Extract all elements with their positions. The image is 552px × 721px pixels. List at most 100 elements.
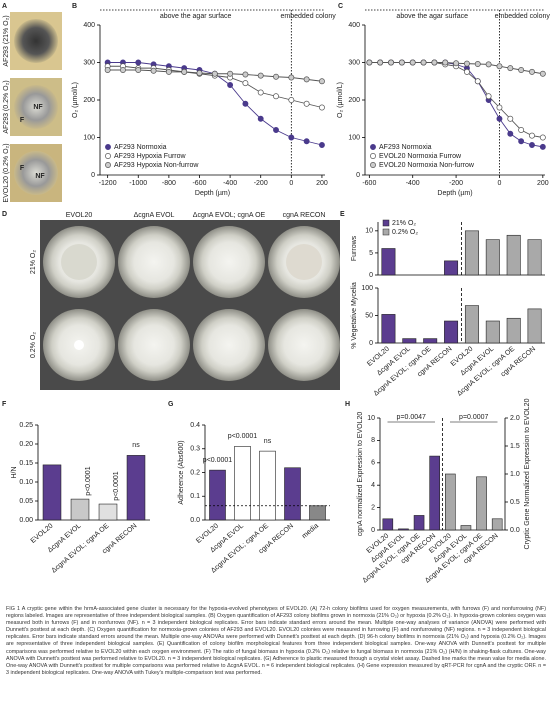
y-tick-label: 1.5 [510,443,520,450]
x-tick-label: -400 [223,180,237,187]
bar [381,314,396,344]
point [518,127,525,133]
y-tick-label: 50 [365,312,373,319]
y-tick-label: 0.0 [510,527,520,534]
point [442,59,449,66]
x-tick-label: media [301,523,320,541]
point [539,70,546,77]
point [288,97,295,103]
point [507,65,514,72]
point [120,67,126,73]
y-tick-label: 2.0 [510,415,520,422]
annotation: p=0.0007 [459,414,488,421]
legend-label: EVOL20 Normoxia Furrow [379,153,462,160]
y-tick-label: 0 [91,172,95,179]
annotation: above the agar surface [396,13,468,20]
legend-marker [105,162,111,168]
legend-marker [370,162,376,168]
panel-d-photos [40,220,340,390]
point [529,68,535,75]
bar [485,320,500,344]
y-axis-label: % Vegetative Mycelia [351,282,358,349]
y-tick-label: 0.1 [190,493,200,500]
legend-label: AF293 Hypoxia Non-furrow [114,162,199,169]
point [474,61,481,67]
series-line [369,62,543,148]
y-tick-label: 0.10 [19,479,33,486]
bar [402,338,417,344]
x-tick-label: -1000 [129,180,147,187]
x-tick-label: -400 [406,180,420,187]
point [135,67,142,73]
legend-marker [370,153,376,159]
panel-letter: E [340,211,345,218]
point [318,78,325,85]
y-axis-label: H/N [11,466,18,478]
y-tick-label: 400 [348,22,360,29]
y-tick-label: 300 [348,59,360,66]
bar [42,464,62,521]
x-tick-label: -600 [192,180,206,187]
point [242,100,249,107]
y-tick-label: 0.0 [190,517,200,524]
point [496,115,503,122]
legend-marker [105,153,111,159]
legend-swatch [382,219,390,227]
panel-letter: H [345,401,350,408]
column-label: cgnA RECON [283,212,326,219]
point [507,130,514,137]
legend-swatch [382,228,390,236]
x-tick-label: 0 [289,180,293,187]
bar [460,525,472,531]
y-tick-label: 300 [83,59,95,66]
y-axis-label: cgnA normalized Expression to EVOL20 [357,412,364,537]
column-label: ΔcgnA EVOL [134,212,175,219]
bar [381,248,396,276]
y-axis-label: Furrows [351,235,358,261]
point [496,104,503,111]
y-tick-label: 0.00 [19,517,33,524]
y-tick-label: 10 [365,228,373,235]
legend-label: 0.2% O₂ [392,229,418,236]
y-tick-label: 100 [348,134,360,141]
bar [234,446,251,521]
figure: A B C D E F G H AF293 (21% O₂) AF293 (0.2% O₂) EVO… [2,3,550,585]
bar [444,260,459,276]
y-tick-label: 200 [83,97,95,104]
photo-mark: NF [33,104,43,111]
bar-label: p<0.0001 [113,471,120,500]
point [288,134,295,141]
point [518,138,525,145]
point [196,70,203,76]
row-label: 0.2% O₂ [30,332,37,358]
y-tick-label: 0.05 [19,498,33,505]
point [496,63,503,70]
y-tick-label: 10 [367,415,375,422]
y-tick-label: 0.4 [190,422,200,429]
annotation: embedded colony [281,13,337,20]
x-tick-label: -200 [449,180,463,187]
x-tick-label: -600 [362,180,376,187]
point [211,70,218,77]
y-axis-label: O₂ (µmol/L) [337,82,344,118]
y-tick-label: 1.0 [510,471,520,478]
bar [506,234,521,276]
point [257,89,264,96]
bar-label: ns [132,442,140,449]
point [257,72,264,79]
x-tick-label: 0 [498,180,502,187]
y-tick-label: 0.3 [190,446,200,453]
point [104,67,111,73]
y-tick-label: 0.20 [19,441,33,448]
y-axis-label: O₂ (µmol/L) [72,82,79,118]
bar [398,528,409,531]
point [463,60,470,67]
point [474,78,481,85]
bar-label: p<0.0001 [228,433,257,440]
y-tick-label: 6 [371,460,375,467]
x-axis-label: Depth (µm) [195,190,230,197]
point [273,93,279,100]
point [303,100,310,107]
y-tick-label: 0 [371,527,375,534]
